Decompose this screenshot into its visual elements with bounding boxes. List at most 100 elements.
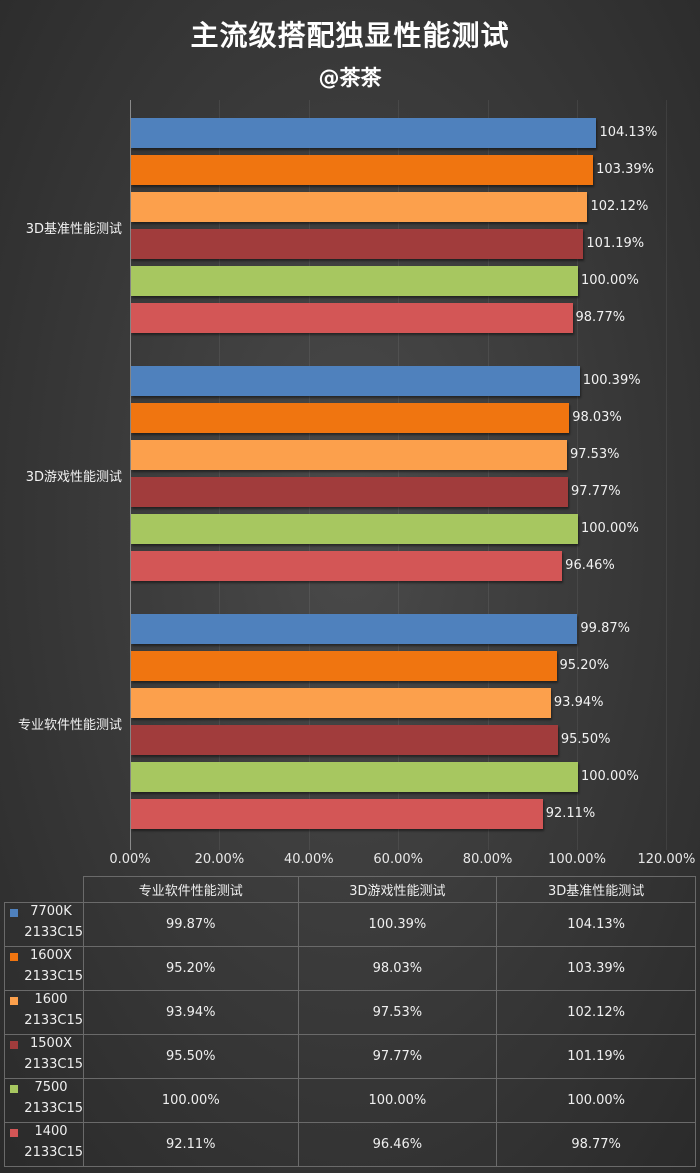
x-axis-tick-label: 40.00% [284,852,334,867]
legend-swatch-icon [10,1085,18,1093]
bar-value-label: 92.11% [545,806,596,821]
table-cell-value: 98.77% [496,1122,696,1167]
legend-swatch-icon [10,1129,18,1137]
legend-cpu-name: 1600 [34,992,68,1007]
legend-memory-config: 2133C15 [24,1013,83,1028]
bar [131,688,551,718]
table-cell-value: 97.77% [297,1034,498,1079]
table-cell-value: 101.19% [496,1034,696,1079]
page-title: 主流级搭配独显性能测试 [190,19,510,52]
gridline [577,100,578,850]
legend-memory-config: 2133C15 [24,925,83,940]
legend-swatch-icon [10,997,18,1005]
bar-value-label: 99.87% [580,621,630,636]
bar [131,403,570,433]
gridline [398,100,400,850]
bar [131,118,597,148]
x-axis-tick-label: 60.00% [373,852,423,867]
legend-cell: 7500 2133C15 [4,1078,84,1123]
bar-value-label: 98.03% [572,410,622,425]
bar-value-label: 98.77% [575,310,626,325]
table-cell-value: 98.03% [297,946,498,991]
bar [131,155,594,185]
x-axis-tick-label: 80.00% [462,852,513,867]
legend-memory-config: 2133C15 [24,969,83,984]
legend-cpu-name: 1600X [30,948,72,963]
category-axis-label: 专业软件性能测试 [17,717,122,733]
bar-value-label: 100.39% [582,373,641,388]
table-cell-value: 104.13% [496,902,696,947]
bar [131,303,573,333]
legend-cell: 1600X 2133C15 [4,946,84,991]
legend-memory-config: 2133C15 [24,1101,83,1116]
gridline [219,100,221,850]
table-header-game: 3D游戏性能测试 [297,876,498,903]
legend-cell: 7700K 2133C15 [4,902,84,947]
table-row: 7500 2133C15 100.00% 100.00% 100.00% [4,1078,696,1123]
legend-cell: 1400 2133C15 [4,1122,84,1167]
table-cell-value: 93.94% [83,990,299,1035]
legend-swatch-icon [10,909,18,917]
category-axis-label: 3D基准性能测试 [25,221,122,237]
table-cell-value: 95.50% [83,1034,299,1079]
page-subtitle: @茶茶 [318,66,382,90]
legend-cell: 1600 2133C15 [4,990,84,1035]
bar [131,266,578,296]
table-cell-value: 92.11% [83,1122,299,1167]
bar-value-label: 95.20% [559,658,610,673]
table-cell-value: 103.39% [496,946,696,991]
bar [131,614,578,644]
bar-value-label: 100.00% [581,521,639,536]
table-row: 1600X 2133C15 95.20% 98.03% 103.39% [4,946,696,991]
table-cell-value: 102.12% [496,990,696,1035]
gridline [487,100,489,850]
bar-value-label: 97.53% [569,447,620,462]
bar [131,477,569,507]
table-cell-value: 100.00% [496,1078,696,1123]
legend-memory-config: 2133C15 [24,1145,83,1160]
bar-value-label: 103.39% [596,162,654,177]
legend-memory-config: 2133C15 [24,1057,83,1072]
bar [131,725,558,755]
legend-cpu-name: 7500 [34,1080,68,1095]
table-header-bench: 3D基准性能测试 [496,876,696,903]
category-axis-label: 3D游戏性能测试 [25,469,122,485]
table-cell-value: 100.00% [297,1078,498,1123]
table-cell-value: 100.39% [297,902,498,947]
table-row: 1600 2133C15 93.94% 97.53% 102.12% [4,990,696,1035]
gridline [308,100,310,850]
bar-value-label: 100.00% [581,769,639,784]
bar [131,762,578,792]
bar-value-label: 100.00% [581,273,639,288]
x-axis-tick-label: 100.00% [548,852,606,867]
legend-swatch-icon [10,1041,18,1049]
y-axis-line [130,100,131,850]
legend-cpu-name: 7700K [30,904,72,919]
bar-value-label: 96.46% [565,558,615,573]
x-axis-tick-label: 120.00% [637,852,696,867]
bar-value-label: 93.94% [553,695,604,710]
bar-value-label: 104.13% [599,125,658,140]
x-axis-tick-label: 0.00% [109,852,151,867]
bar-value-label: 102.12% [590,199,649,214]
bar [131,229,584,259]
x-axis-tick-label: 20.00% [194,852,245,867]
bar [131,651,557,681]
legend-cpu-name: 1500X [30,1036,72,1051]
legend-cpu-name: 1400 [34,1124,68,1139]
bar [131,366,580,396]
bar [131,192,588,222]
table-row: 7700K 2133C15 99.87% 100.39% 104.13% [4,902,696,947]
table-cell-value: 99.87% [83,902,299,947]
bar [131,551,563,581]
chart-data-table: 专业软件性能测试 3D游戏性能测试 3D基准性能测试 7700K 2133C15 9… [4,876,696,1167]
bar-value-label: 95.50% [560,732,611,747]
table-corner [4,876,84,903]
bar [131,514,578,544]
table-cell-value: 96.46% [297,1122,498,1167]
legend-cell: 1500X 2133C15 [4,1034,84,1079]
table-row: 1400 2133C15 92.11% 96.46% 98.77% [4,1122,696,1167]
bar-value-label: 97.77% [571,484,621,499]
gridline [666,100,668,850]
bar-value-label: 101.19% [586,236,645,251]
